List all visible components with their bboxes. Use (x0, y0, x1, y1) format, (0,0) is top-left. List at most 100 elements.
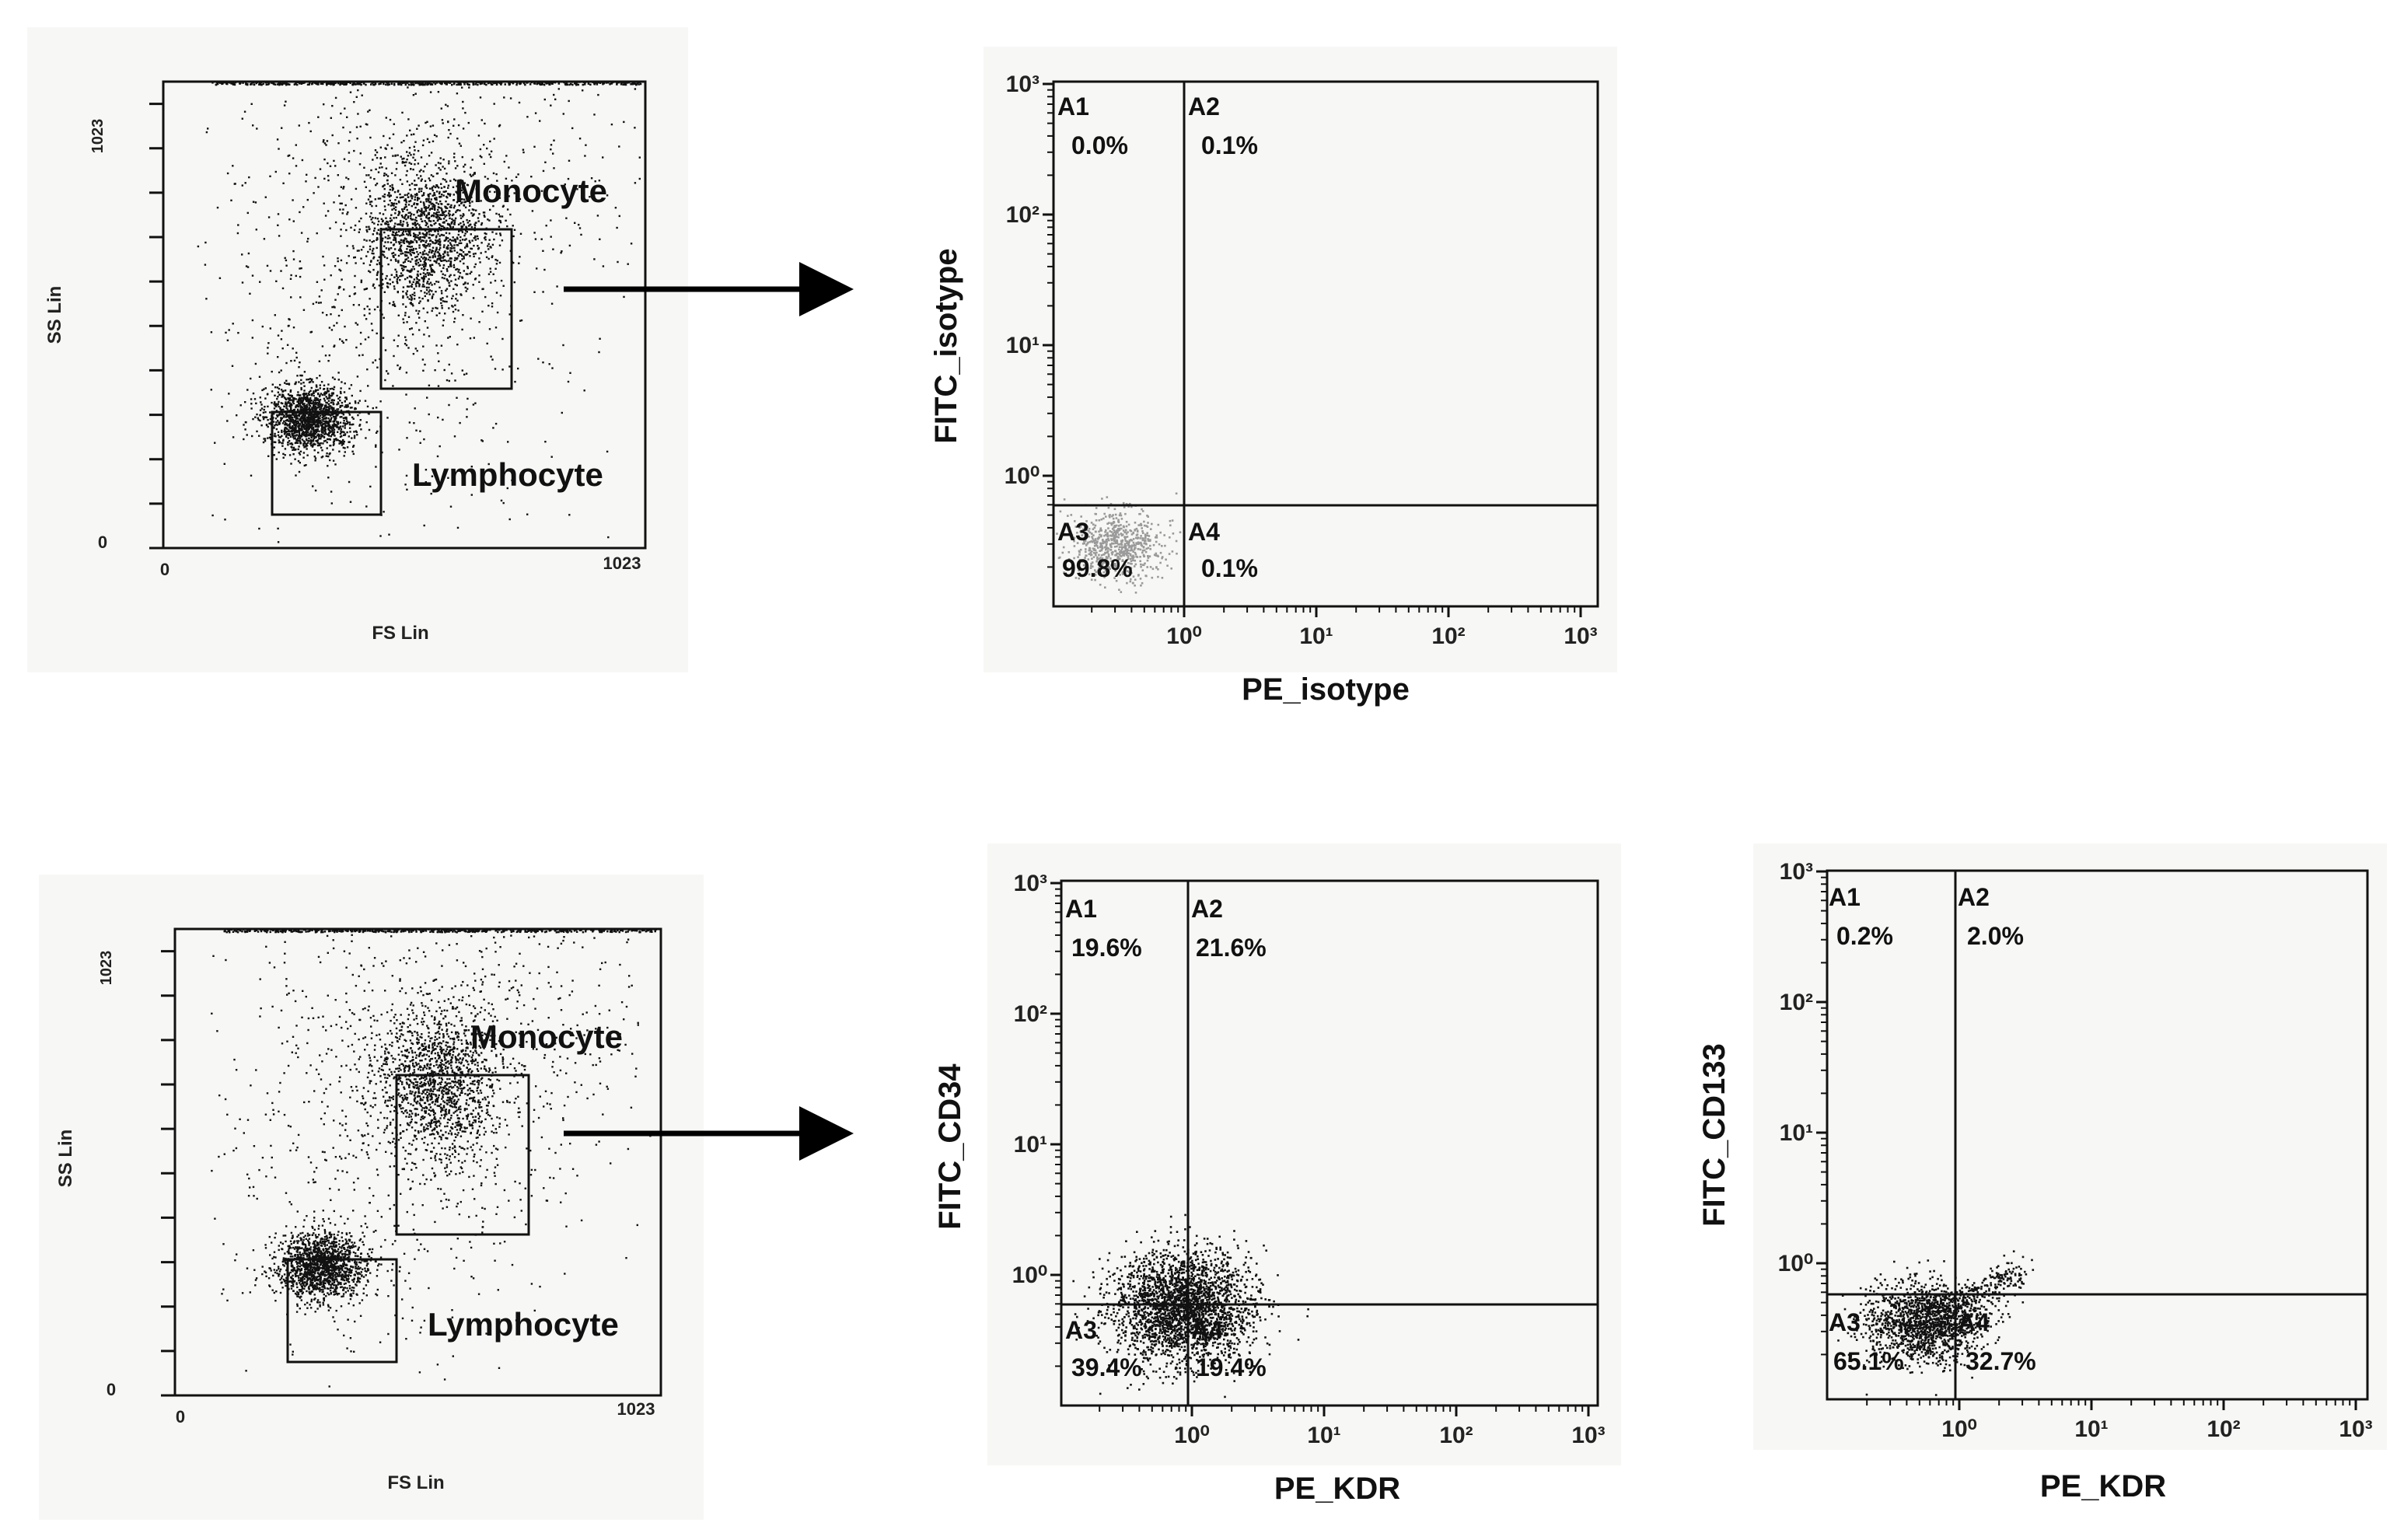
event-dot (355, 83, 357, 86)
event-dot (429, 274, 432, 276)
event-dot (409, 281, 411, 284)
event-dot (404, 343, 407, 345)
event-dot (336, 403, 338, 406)
event-dot (422, 251, 425, 253)
event-dot (1138, 513, 1141, 515)
event-dot (280, 410, 282, 412)
event-dot (288, 422, 292, 424)
event-dot (306, 198, 309, 201)
event-dot (545, 82, 548, 85)
event-dot (309, 414, 311, 416)
event-dot (1144, 535, 1147, 538)
event-dot (277, 356, 279, 358)
event-dot (425, 292, 428, 295)
event-dot (314, 396, 316, 400)
event-dot (398, 243, 401, 245)
event-dot (446, 379, 449, 382)
event-dot (276, 386, 279, 389)
event-dot (415, 277, 418, 279)
event-dot (355, 96, 358, 98)
event-dot (1114, 540, 1117, 543)
event-dot (1103, 576, 1106, 578)
event-dot (1090, 564, 1092, 567)
event-dot (409, 246, 411, 248)
event-dot (370, 212, 372, 215)
event-dot (425, 187, 428, 190)
event-dot (267, 352, 269, 354)
event-dot (287, 444, 289, 446)
event-dot (297, 425, 299, 428)
event-dot (420, 83, 422, 86)
event-dot (245, 265, 248, 267)
event-dot (1126, 542, 1128, 545)
event-dot (448, 260, 450, 262)
event-dot (341, 444, 344, 446)
event-dot (444, 215, 446, 218)
event-dot (457, 192, 460, 194)
event-dot (484, 176, 487, 178)
event-dot (330, 313, 332, 316)
event-dot (304, 406, 306, 408)
event-dot (618, 215, 620, 218)
event-dot (432, 307, 434, 309)
event-dot (340, 440, 343, 443)
event-dot (299, 417, 302, 420)
event-dot (421, 208, 423, 210)
event-dot (365, 225, 368, 229)
event-dot (297, 399, 299, 401)
event-dot (514, 187, 516, 189)
event-dot (289, 420, 292, 423)
event-dot (298, 400, 300, 403)
event-dot (1133, 565, 1136, 567)
event-dot (1063, 498, 1066, 501)
event-dot (401, 158, 404, 160)
event-dot (295, 435, 297, 437)
event-dot (553, 167, 555, 169)
event-dot (1114, 564, 1117, 567)
event-dot (1120, 524, 1122, 526)
event-dot (324, 431, 327, 434)
event-dot (390, 204, 393, 207)
event-dot (314, 424, 316, 426)
event-dot (468, 83, 470, 86)
event-dot (1092, 537, 1094, 540)
event-dot (300, 386, 302, 389)
event-dot (1132, 554, 1134, 557)
event-dot (1124, 536, 1127, 539)
event-dot (318, 360, 321, 362)
event-dot (426, 281, 429, 283)
event-dot (430, 269, 433, 272)
event-dot (1118, 553, 1121, 556)
event-dot (347, 211, 349, 214)
event-dot (511, 180, 513, 182)
event-dot (358, 400, 361, 402)
event-dot (393, 236, 396, 239)
event-dot (313, 416, 316, 418)
event-dot (417, 82, 419, 85)
event-dot (244, 428, 246, 431)
event-dot (410, 302, 412, 304)
event-dot (355, 322, 357, 324)
event-dot (302, 82, 305, 85)
event-dot (427, 253, 429, 257)
event-dot (328, 438, 331, 441)
event-dot (452, 236, 454, 239)
event-dot (335, 417, 337, 420)
event-dot (429, 83, 432, 86)
event-dot (473, 244, 475, 247)
event-dot (443, 300, 446, 303)
event-dot (344, 424, 346, 427)
event-dot (398, 212, 400, 215)
event-dot (403, 242, 406, 244)
event-dot (292, 401, 294, 403)
event-dot (548, 363, 550, 365)
event-dot (303, 389, 306, 392)
event-dot (332, 427, 334, 429)
event-dot (313, 421, 316, 424)
event-dot (251, 435, 253, 438)
event-dot (432, 256, 434, 259)
event-dot (365, 239, 368, 242)
event-dot (381, 273, 384, 275)
event-dot (265, 83, 268, 86)
event-dot (394, 212, 397, 215)
